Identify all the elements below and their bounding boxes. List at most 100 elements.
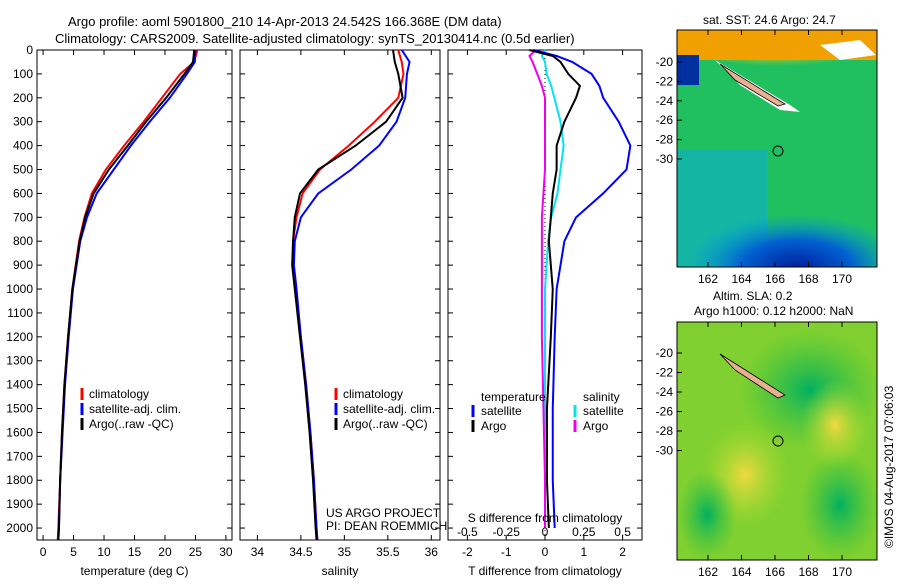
- x-axis-label: temperature (deg C): [80, 564, 188, 578]
- map-x-tick-label: 162: [698, 565, 718, 579]
- s-diff-axis-label: S difference from climatology: [468, 511, 623, 525]
- map-y-tick-label: -28: [656, 133, 674, 147]
- x-tick-label: 20: [158, 545, 172, 559]
- legend-title-salinity: salinity: [583, 390, 620, 404]
- y-tick-label: 1900: [6, 497, 33, 511]
- y-tick-label: 300: [13, 115, 33, 129]
- y-tick-label: 1300: [6, 354, 33, 368]
- salinity-argo-diff-line: [528, 49, 546, 529]
- s-diff-tick-label: 0.25: [572, 525, 596, 539]
- map-y-tick-label: -28: [656, 424, 674, 438]
- x-tick-label: 2: [619, 545, 626, 559]
- y-tick-label: 1800: [6, 473, 33, 487]
- sst-map: sat. SST: 24.6 Argo: 24.7 162 164 166 168 17…: [656, 13, 878, 286]
- argo-position-marker: [772, 145, 784, 157]
- s-diff-tick-label: 0.5: [614, 525, 631, 539]
- x-tick-label: 30: [219, 545, 233, 559]
- y-tick-label: 1700: [6, 449, 33, 463]
- y-tick-label: 900: [13, 258, 33, 272]
- x-tick-label: 35: [338, 545, 352, 559]
- legend-label: Argo: [583, 419, 609, 433]
- map-x-tick-label: 168: [798, 565, 818, 579]
- map-x-tick-label: 164: [731, 272, 751, 286]
- map-y-tick-label: -22: [656, 74, 674, 88]
- y-tick-label: 2000: [6, 521, 33, 535]
- temperature-argo-diff-line: [529, 49, 582, 529]
- map-x-tick-label: 170: [832, 565, 852, 579]
- y-tick-label: 1500: [6, 402, 33, 416]
- x-tick-label: -1: [501, 545, 512, 559]
- map-y-tick-label: -24: [656, 385, 674, 399]
- y-tick-label: 200: [13, 91, 33, 105]
- map-y-tick-label: -24: [656, 94, 674, 108]
- salinity-satellite-diff-line: [540, 49, 565, 529]
- argo-line: [291, 49, 404, 541]
- y-tick-label: 800: [13, 234, 33, 248]
- argo-line: [57, 49, 196, 541]
- map-x-tick-label: 164: [731, 565, 751, 579]
- x-tick-label: 10: [97, 545, 111, 559]
- x-tick-label: 15: [128, 545, 142, 559]
- s-diff-tick-label: -0.5: [457, 525, 478, 539]
- difference-panel: -2 -1 0 1 2 T difference from climatology -0.5…: [447, 49, 643, 578]
- y-tick-label: 1100: [7, 306, 33, 320]
- legend-label: Argo: [481, 419, 507, 433]
- map-x-tick-label: 166: [765, 565, 785, 579]
- x-tick-label: 0: [542, 545, 549, 559]
- salinity-panel: 34 34.5 35 35.5 36 salinity climatologysatelli…: [239, 49, 447, 578]
- legend-label: satellite-adj. clim.: [89, 402, 181, 416]
- sst-map-title: sat. SST: 24.6 Argo: 24.7: [703, 13, 836, 27]
- title-line-2: Climatology: CARS2009. Satellite-adjuste…: [55, 31, 575, 46]
- legend-label: Argo(..raw -QC): [343, 417, 428, 431]
- x-tick-label: 1: [580, 545, 587, 559]
- title-line-1: Argo profile: aoml 5901800_210 14-Apr-20…: [68, 14, 502, 29]
- y-tick-label: 400: [13, 139, 33, 153]
- legend-label: Argo(..raw -QC): [89, 417, 174, 431]
- x-tick-label: 25: [189, 545, 203, 559]
- y-tick-label: 1600: [6, 425, 33, 439]
- plot-frame: [36, 49, 233, 541]
- y-tick-label: 600: [13, 186, 33, 200]
- sla-map: Altim. SLA: 0.2 Argo h1000: 0.12 h2000: …: [656, 289, 880, 579]
- legend-label: climatology: [89, 387, 149, 401]
- map-y-tick-label: -26: [656, 113, 674, 127]
- x-tick-label: 5: [70, 545, 77, 559]
- map-y-tick-label: -22: [656, 366, 674, 380]
- map-y-tick-label: -30: [656, 444, 674, 458]
- map-x-tick-label: 170: [832, 272, 852, 286]
- plot-frame: [239, 49, 441, 541]
- legend-label: satellite-adj. clim.: [343, 402, 435, 416]
- legend-label: satellite: [481, 404, 522, 418]
- map-y-tick-label: -26: [656, 405, 674, 419]
- y-tick-label: 1000: [6, 282, 33, 296]
- x-tick-label: -2: [462, 545, 473, 559]
- y-tick-label: 1400: [6, 378, 33, 392]
- x-tick-label: 34.5: [289, 545, 313, 559]
- map-x-tick-label: 168: [798, 272, 818, 286]
- s-diff-tick-label: -0.25: [493, 525, 521, 539]
- y-tick-label: 0: [26, 43, 33, 57]
- x-tick-label: 0: [40, 545, 47, 559]
- project-annotation: US ARGO PROJECT: [326, 506, 441, 520]
- y-tick-label: 100: [13, 67, 33, 81]
- sla-map-title-2: Argo h1000: 0.12 h2000: NaN: [694, 304, 853, 318]
- x-axis-label: salinity: [322, 564, 359, 578]
- x-tick-label: 36: [425, 545, 439, 559]
- credit-text: ©IMOS 04-Aug-2017 07:06:03: [882, 385, 896, 548]
- map-x-tick-label: 166: [765, 272, 785, 286]
- legend-title-temperature: temperature: [481, 390, 546, 404]
- sla-map-title: Altim. SLA: 0.2: [713, 289, 793, 303]
- project-annotation: PI: DEAN ROEMMICH: [326, 519, 447, 533]
- map-y-tick-label: -20: [656, 346, 674, 360]
- x-axis-label: T difference from climatology: [468, 564, 622, 578]
- legend-label: satellite: [583, 404, 624, 418]
- y-tick-label: 700: [13, 210, 33, 224]
- temperature-satellite-diff-line: [533, 49, 632, 529]
- y-tick-label: 1200: [6, 330, 33, 344]
- y-tick-label: 500: [13, 163, 33, 177]
- s-diff-tick-label: 0: [542, 525, 549, 539]
- x-tick-label: 34: [251, 545, 265, 559]
- map-y-tick-label: -20: [656, 55, 674, 69]
- legend-label: climatology: [343, 387, 403, 401]
